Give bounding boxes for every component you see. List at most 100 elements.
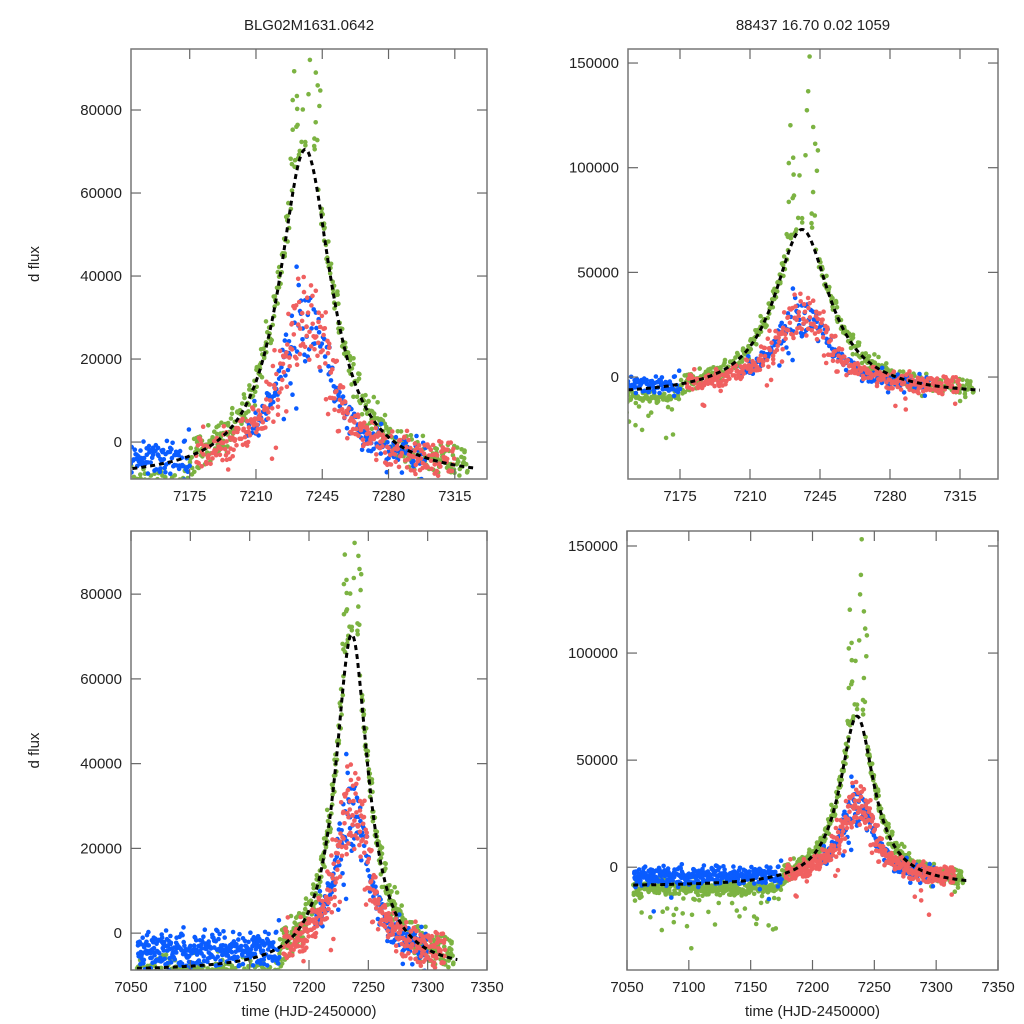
data-point-red <box>337 874 343 879</box>
data-point-green <box>803 153 808 158</box>
data-point-red <box>319 313 325 319</box>
data-point-green <box>187 970 192 975</box>
data-point-red <box>312 347 317 352</box>
data-point-red <box>246 425 252 430</box>
data-point-red <box>429 933 435 939</box>
data-point-green <box>392 884 398 890</box>
data-point-blue <box>266 931 271 937</box>
data-point-green <box>150 483 155 488</box>
data-point-blue <box>296 282 302 288</box>
data-point-green <box>152 484 157 489</box>
data-point-green <box>138 472 143 477</box>
data-point-green <box>673 891 678 896</box>
x-tick-label: 7175 <box>663 488 696 505</box>
data-point-red <box>804 333 809 338</box>
data-point-blue <box>316 330 322 335</box>
data-point-green <box>455 445 460 450</box>
data-point-blue <box>152 953 157 958</box>
data-point-green <box>409 920 415 925</box>
data-point-green <box>156 972 161 977</box>
data-point-green <box>854 702 860 707</box>
x-tick-label: 7100 <box>174 979 207 996</box>
data-point-green <box>223 972 228 977</box>
data-point-blue <box>236 963 242 968</box>
data-point-red <box>929 387 934 392</box>
data-point-blue <box>302 359 308 364</box>
data-point-green <box>211 978 216 983</box>
data-point-green <box>222 978 227 983</box>
data-point-green <box>807 54 812 59</box>
data-point-green <box>259 374 265 380</box>
x-tick-label: 7200 <box>292 979 325 996</box>
data-point-red <box>770 357 776 362</box>
data-point-blue <box>252 951 258 957</box>
data-point-red <box>764 383 770 388</box>
data-point-red <box>361 814 367 820</box>
y-tick-label: 150000 <box>569 55 619 72</box>
data-point-green <box>614 397 619 402</box>
data-point-red <box>358 854 363 859</box>
data-point-red <box>397 437 403 443</box>
data-point-blue <box>123 471 128 476</box>
data-point-green <box>462 448 467 453</box>
data-point-green <box>215 978 220 983</box>
data-point-blue <box>196 958 202 963</box>
data-point-red <box>356 776 361 781</box>
data-point-blue <box>171 972 176 977</box>
data-point-blue <box>170 440 175 446</box>
data-point-red <box>325 411 331 417</box>
data-point-blue <box>181 925 186 930</box>
data-point-blue <box>165 960 170 966</box>
data-point-red <box>862 375 867 381</box>
data-point-red <box>317 364 322 370</box>
x-axis-label: time (HJD-2450000) <box>241 1003 376 1020</box>
data-point-green <box>771 895 777 901</box>
data-point-green <box>896 843 901 849</box>
data-point-red <box>220 440 226 446</box>
y-axis-label: d flux <box>26 246 43 282</box>
data-point-green <box>335 292 340 298</box>
data-point-green <box>620 430 625 435</box>
data-point-green <box>846 685 852 691</box>
data-point-blue <box>375 916 381 922</box>
data-point-red <box>297 351 303 357</box>
data-point-red <box>317 324 323 330</box>
data-point-blue <box>250 963 256 968</box>
data-point-blue <box>221 929 226 934</box>
data-point-green <box>395 429 401 434</box>
data-point-red <box>284 955 290 961</box>
data-point-green <box>636 404 642 409</box>
data-point-green <box>846 646 852 651</box>
data-point-green <box>342 552 348 557</box>
data-point-blue <box>157 950 162 956</box>
data-point-red <box>813 324 819 330</box>
data-point-green <box>192 469 197 475</box>
data-point-red <box>933 388 938 393</box>
data-point-red <box>214 448 219 453</box>
series-green <box>131 57 470 493</box>
data-point-green <box>155 971 160 976</box>
data-point-green <box>306 91 311 97</box>
data-point-red <box>428 938 433 944</box>
data-point-blue <box>622 387 627 392</box>
data-point-green <box>147 970 152 975</box>
data-point-green <box>262 971 267 976</box>
data-point-red <box>341 836 346 841</box>
data-point-green <box>857 592 863 597</box>
data-point-green <box>613 399 618 404</box>
data-point-blue <box>122 446 127 451</box>
data-point-red <box>332 887 337 893</box>
data-point-blue <box>657 390 662 396</box>
data-point-green <box>851 459 856 464</box>
data-point-red <box>768 377 774 383</box>
data-point-red <box>342 821 347 826</box>
data-point-blue <box>777 363 782 368</box>
data-point-green <box>154 970 159 975</box>
data-point-blue <box>885 389 891 395</box>
data-point-green <box>639 427 645 433</box>
data-point-red <box>791 335 796 341</box>
data-point-red <box>321 902 326 908</box>
data-point-green <box>159 488 164 493</box>
data-point-red <box>339 407 345 412</box>
